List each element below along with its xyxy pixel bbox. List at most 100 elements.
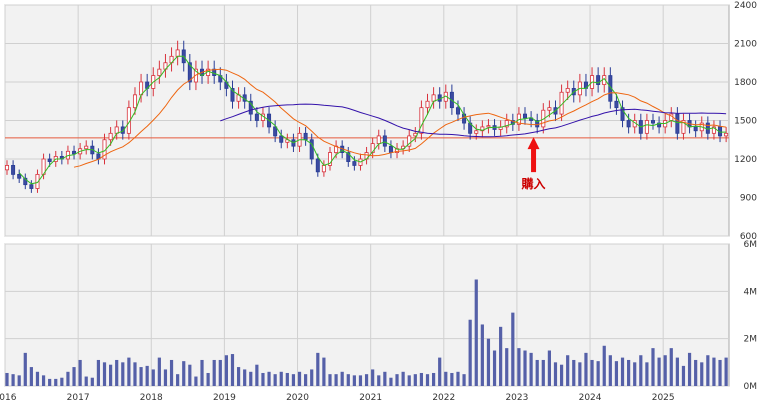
volume-bar xyxy=(468,319,472,386)
volume-bar xyxy=(371,369,375,386)
volume-bar xyxy=(115,359,119,386)
volume-bar xyxy=(157,357,161,386)
volume-bar xyxy=(419,372,424,386)
candle-down xyxy=(11,165,16,175)
candle-down xyxy=(388,145,393,153)
volume-bar xyxy=(511,312,515,386)
year-tick-label: 2017 xyxy=(67,393,90,403)
volume-bar xyxy=(681,365,686,386)
price-tick-label: 2100 xyxy=(734,40,757,50)
volume-bar xyxy=(462,374,466,386)
volume-bar xyxy=(377,375,381,386)
volume-bar xyxy=(169,359,174,386)
volume-bar xyxy=(578,362,582,386)
volume-bar xyxy=(249,371,253,386)
volume-bar xyxy=(602,345,606,386)
candle-up xyxy=(114,126,119,134)
volume-bar xyxy=(492,350,497,386)
volume-bar xyxy=(151,369,155,386)
purchase-arrow-icon xyxy=(527,137,540,173)
volume-bar xyxy=(669,348,673,386)
price-tick-label: 1200 xyxy=(734,155,757,165)
candle-up xyxy=(35,173,40,189)
candle-down xyxy=(523,113,528,119)
moving-average-short xyxy=(18,55,727,185)
volume-bar xyxy=(407,375,411,386)
volume-bar xyxy=(608,355,612,386)
volume-bar xyxy=(395,374,399,386)
price-grid xyxy=(4,4,729,237)
candle-down xyxy=(273,126,278,137)
volume-bar xyxy=(328,374,332,386)
volume-bar xyxy=(109,364,113,386)
candle-down xyxy=(626,120,631,128)
volume-bar xyxy=(236,367,241,386)
volume-bar xyxy=(675,357,679,386)
volume-bar xyxy=(712,357,716,386)
volume-bar xyxy=(35,371,40,386)
volume-bar xyxy=(285,372,289,386)
volume-bar xyxy=(687,352,692,386)
volume-bar xyxy=(505,348,509,386)
volume-bar xyxy=(627,359,631,386)
candle-up xyxy=(486,125,491,128)
volume-bar xyxy=(553,362,558,386)
volume-bar xyxy=(383,371,387,386)
volume-bar xyxy=(547,350,551,386)
volume-bar xyxy=(41,375,46,386)
candle-down xyxy=(248,100,253,115)
volume-bar xyxy=(29,367,33,386)
volume-bar xyxy=(529,352,533,386)
volume-bar xyxy=(340,371,344,386)
volume-bar xyxy=(572,359,576,386)
volume-bar xyxy=(182,361,186,386)
volume-tick-label: 6M xyxy=(744,240,758,250)
volume-bar xyxy=(559,364,564,386)
volume-bar xyxy=(322,357,326,386)
volume-bar xyxy=(230,354,235,386)
candle-up xyxy=(644,120,649,134)
volume-bar xyxy=(279,371,283,386)
candle-down xyxy=(693,126,698,132)
purchase-annotation: 購入 xyxy=(521,137,546,191)
volume-bar xyxy=(176,374,180,386)
volume-bar xyxy=(364,374,369,386)
volume-bar xyxy=(90,377,94,386)
volume-bar xyxy=(663,355,667,386)
volume-bar xyxy=(310,369,314,386)
volume-bar xyxy=(596,361,600,386)
volume-bar xyxy=(243,369,247,386)
volume-bar xyxy=(267,371,271,386)
candle-down xyxy=(650,120,655,124)
volume-panel-frame xyxy=(4,243,730,387)
volume-bar xyxy=(5,372,9,386)
candle-down xyxy=(187,62,192,83)
volume-bars xyxy=(5,279,728,386)
year-tick-label: 2021 xyxy=(359,393,382,403)
candle-down xyxy=(620,107,625,121)
candle-down xyxy=(352,161,357,166)
volume-bar xyxy=(102,362,107,386)
candle-up xyxy=(108,132,113,141)
volume-bar xyxy=(450,372,454,386)
candle-down xyxy=(303,132,308,141)
candle-up xyxy=(407,135,412,147)
volume-tick-label: 0M xyxy=(744,382,758,392)
candle-down xyxy=(120,126,125,134)
volume-bar xyxy=(401,371,405,386)
volume-bar xyxy=(480,324,484,386)
year-tick-label: 2022 xyxy=(432,393,455,403)
volume-bar xyxy=(352,375,356,386)
candle-down xyxy=(455,107,460,115)
candle-down xyxy=(23,177,28,186)
candle-up xyxy=(711,126,716,134)
candle-up xyxy=(84,145,89,150)
volume-bar xyxy=(66,371,70,386)
volume-axis-ticks: 6M 4M 2M 0M xyxy=(744,240,758,392)
volume-bar xyxy=(657,357,661,386)
candle-down xyxy=(346,152,351,162)
volume-bar xyxy=(541,359,545,386)
candle-down xyxy=(254,113,259,121)
candle-up xyxy=(376,135,381,144)
candle-up xyxy=(681,120,686,134)
